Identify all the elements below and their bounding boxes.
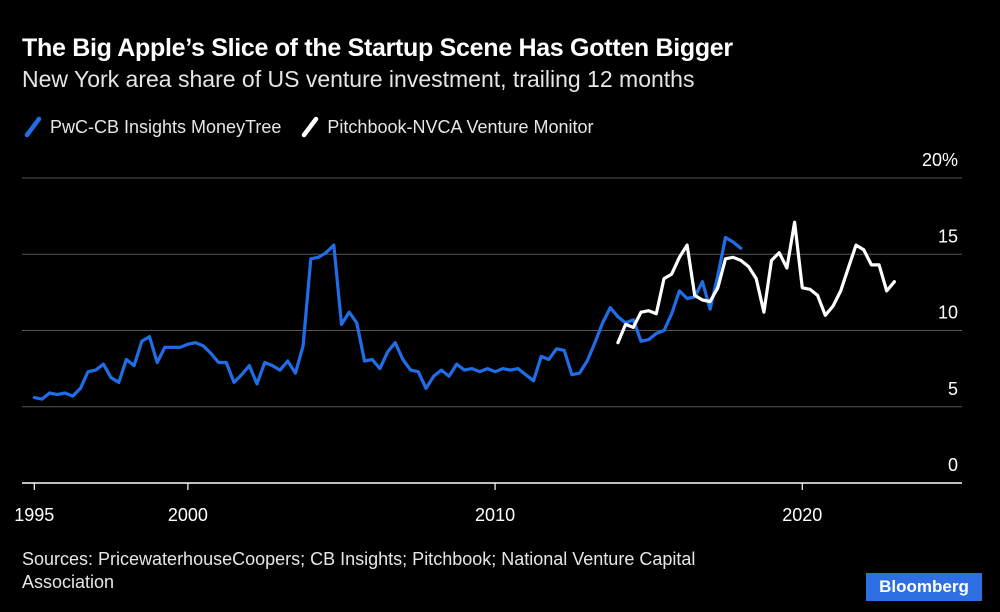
legend-swatch-pitchbook-icon [302,116,319,138]
chart-subtitle: New York area share of US venture invest… [22,66,695,92]
legend-item-pitchbook: Pitchbook-NVCA Venture Monitor [299,116,594,138]
y-tick-label: 15 [938,226,958,246]
legend-swatch-moneytree-icon [24,116,42,138]
y-tick-label: 10 [938,303,958,323]
legend-item-moneytree: PwC-CB Insights MoneyTree [22,116,281,138]
x-tick-label: 2020 [782,505,822,525]
series-line-moneytree [32,235,743,401]
y-tick-label: 20% [922,150,958,170]
x-tick-label: 1995 [14,505,54,525]
x-tick-label: 2010 [475,505,515,525]
legend-label-pitchbook: Pitchbook-NVCA Venture Monitor [327,116,594,137]
chart-title: The Big Apple’s Slice of the Startup Sce… [22,34,733,62]
series-line-pitchbook [616,220,896,345]
y-tick-label: 0 [948,455,958,475]
bloomberg-logo: Bloomberg [866,573,982,601]
x-tick-label: 2000 [168,505,208,525]
legend-label-moneytree: PwC-CB Insights MoneyTree [50,116,282,137]
source-note: Sources: PricewaterhouseCoopers; CB Insi… [22,549,696,592]
legend: PwC-CB Insights MoneyTree Pitchbook-NVCA… [22,116,612,138]
y-tick-label: 5 [948,379,958,399]
